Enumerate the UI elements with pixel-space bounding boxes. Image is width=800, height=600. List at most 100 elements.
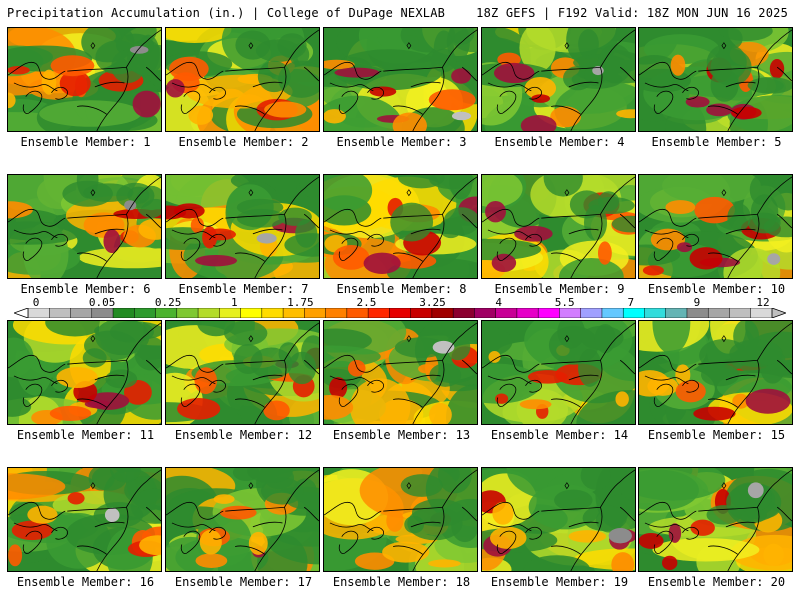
colorbar-tick-label: 0 [32,296,40,309]
colorbar-cell [389,308,412,318]
precip-map [639,468,792,571]
ensemble-panel-18 [323,467,478,572]
colorbar-cell [622,308,646,318]
colorbar-left-arrow [14,308,29,318]
ensemble-panel-14 [481,320,636,425]
colorbar-cell [134,308,157,318]
colorbar-cell [410,308,433,318]
colorbar-cell [325,308,348,318]
ensemble-panel-9 [481,174,636,279]
colorbar-cell [155,308,178,318]
ensemble-panel-12 [165,320,320,425]
colorbar-tick-label: 12 [756,296,770,309]
precip-map [8,175,161,278]
colorbar-cell [346,308,369,318]
precip-map [166,175,319,278]
panel-caption: Ensemble Member: 20 [647,575,786,589]
precip-map [639,175,792,278]
panel-caption: Ensemble Member: 9 [494,282,625,296]
colorbar-tick-label: 0.05 [88,296,116,309]
colorbar-tick-label: 7 [627,296,635,309]
colorbar-cell [27,308,50,318]
precip-map [324,28,477,131]
colorbar-cell [580,308,603,318]
ensemble-panel-6 [7,174,162,279]
ensemble-panel-1 [7,27,162,132]
colorbar-tick-label: 2.5 [356,296,377,309]
colorbar-tick-label: 4 [495,296,502,309]
panel-caption: Ensemble Member: 7 [178,282,309,296]
panel-caption: Ensemble Member: 5 [651,135,782,149]
colorbar-cell [282,308,305,318]
colorbar-tick-label: 1 [230,296,238,309]
ensemble-panel-16 [7,467,162,572]
ensemble-panel-2 [165,27,320,132]
panel-caption: Ensemble Member: 2 [178,135,309,149]
colorbar-cell [665,308,688,318]
colorbar-cell [219,308,242,318]
colorbar-cell [559,308,582,318]
colorbar-cell [750,308,773,318]
colorbar-cell [495,308,518,318]
precip-map [324,321,477,424]
panel-caption: Ensemble Member: 6 [20,282,151,296]
ensemble-panel-3 [323,27,478,132]
precip-map [166,321,319,424]
colorbar-cell [686,308,709,318]
precip-map [324,175,477,278]
ensemble-panel-10 [638,174,793,279]
colorbar-cell [240,308,263,318]
precip-map [482,468,635,571]
colorbar-cell [70,308,93,318]
valid-time: 18Z GEFS | F192 Valid: 18Z MON JUN 16 20… [476,6,788,20]
precip-map [8,468,161,571]
colorbar-cell [537,308,560,318]
ensemble-panel-15 [638,320,793,425]
map-title: Precipitation Accumulation (in.) | Colle… [7,6,446,20]
precip-map [8,321,161,424]
colorbar-right-arrow [771,308,786,318]
colorbar-cell [367,308,390,318]
panel-caption: Ensemble Member: 16 [16,575,155,589]
panel-caption: Ensemble Member: 17 [174,575,313,589]
colorbar-cell [91,308,114,318]
ensemble-panel-13 [323,320,478,425]
colorbar-tick-label: 3.25 [419,296,446,309]
colorbar-cell [261,308,284,318]
panel-caption: Ensemble Member: 8 [336,282,467,296]
colorbar-tick-label: 0.25 [154,296,182,309]
panel-caption: Ensemble Member: 4 [494,135,625,149]
precip-map [482,321,635,424]
panel-caption: Ensemble Member: 3 [336,135,467,149]
colorbar-tick-label: 5.5 [554,296,575,309]
panel-caption: Ensemble Member: 12 [174,428,313,442]
colorbar-tick-label: 1.75 [287,296,314,309]
precip-map [482,175,635,278]
colorbar-cell [112,308,135,318]
precip-map [166,468,319,571]
ensemble-panel-5 [638,27,793,132]
precip-map [639,321,792,424]
colorbar-tick-label: 9 [693,296,701,309]
colorbar-cell [431,308,454,318]
panel-caption: Ensemble Member: 18 [332,575,471,589]
colorbar-cell [197,308,220,318]
panel-caption: Ensemble Member: 13 [332,428,471,442]
colorbar-cell [516,308,539,318]
colorbar-cell [644,308,667,318]
colorbar [14,308,786,318]
panel-caption: Ensemble Member: 11 [16,428,155,442]
colorbar-cell [304,308,327,318]
precip-map [324,468,477,571]
panel-caption: Ensemble Member: 15 [647,428,786,442]
precip-map [166,28,319,131]
precip-map [8,28,161,131]
ensemble-panel-11 [7,320,162,425]
ensemble-panel-4 [481,27,636,132]
precip-map [482,28,635,131]
ensemble-panel-20 [638,467,793,572]
colorbar-cell [729,308,752,318]
panel-caption: Ensemble Member: 14 [490,428,629,442]
panel-caption: Ensemble Member: 10 [647,282,786,296]
ensemble-panel-8 [323,174,478,279]
